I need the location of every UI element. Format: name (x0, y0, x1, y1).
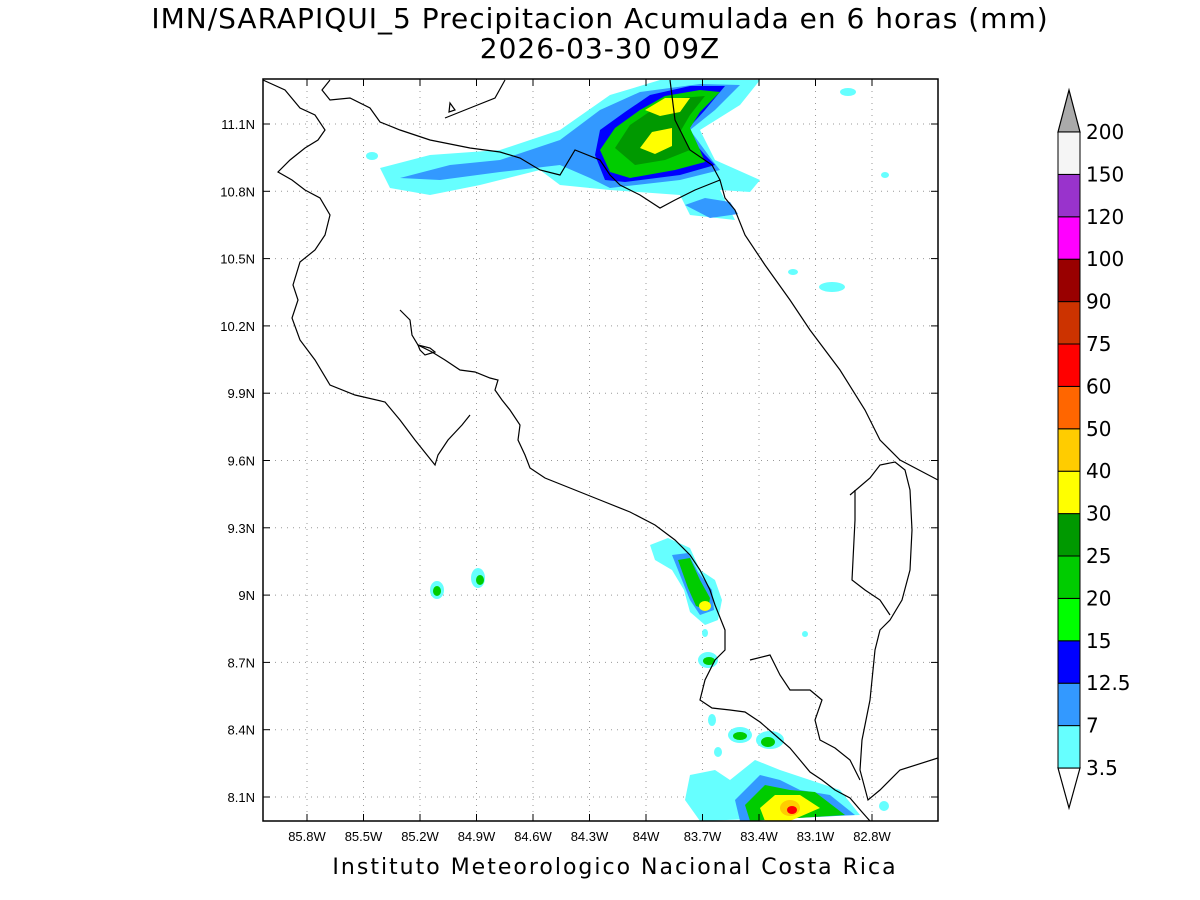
colorbar: 3.5 7 12.5 15 20 25 30 40 50 60 75 90 100 120 150 200 (1057, 87, 1131, 811)
y-tick-label: 8.4N (228, 723, 255, 738)
y-axis: 11.1N 10.8N 10.5N 10.2N 9.9N 9.6N 9.3N 9N 8.7N 8.… (220, 117, 938, 805)
y-tick-label: 9.6N (228, 454, 255, 469)
colorbar-arrow-high (1057, 87, 1081, 133)
colorbar-swatch (1057, 682, 1081, 727)
rain-patch-north-east (685, 198, 738, 218)
colorbar-label: 15 (1086, 629, 1111, 653)
map-title: IMN/SARAPIQUI_5 Precipitacion Acumulada … (151, 2, 1049, 35)
x-tick-label: 83.1W (797, 829, 835, 844)
border-nicaragua (444, 79, 506, 119)
colorbar-swatch (1057, 597, 1081, 642)
colorbar-label: 75 (1086, 332, 1111, 356)
colorbar-swatch (1057, 385, 1081, 430)
border-panama (849, 461, 938, 802)
map-frame (262, 78, 939, 822)
colorbar-label: 12.5 (1086, 671, 1131, 695)
coastlines (263, 79, 938, 821)
y-tick-label: 9.9N (228, 386, 255, 401)
colorbar-swatch (1057, 301, 1081, 345)
y-tick-label: 10.8N (220, 184, 255, 199)
rain-core-yellow-2 (640, 128, 672, 154)
colorbar-swatch (1057, 470, 1081, 515)
colorbar-label: 20 (1086, 586, 1111, 610)
colorbar-swatch (1057, 343, 1081, 387)
colorbar-label: 40 (1086, 459, 1111, 483)
colorbar-swatch (1057, 216, 1081, 260)
x-tick-label: 82.8W (853, 829, 891, 844)
y-tick-label: 8.7N (228, 655, 255, 670)
y-tick-label: 10.5N (220, 252, 255, 267)
x-tick-label: 85.5W (345, 829, 383, 844)
colorbar-label: 150 (1086, 162, 1124, 186)
border-south (851, 490, 891, 616)
y-tick-label: 10.2N (220, 319, 255, 334)
colorbar-label: 30 (1086, 502, 1111, 526)
colorbar-swatch (1057, 640, 1081, 684)
osa-peninsula (749, 654, 861, 781)
gulf-nicoya (399, 309, 871, 821)
colorbar-swatch (1057, 131, 1081, 175)
colorbar-label: 3.5 (1086, 756, 1118, 780)
y-tick-label: 8.1N (228, 790, 255, 805)
colorbar-label: 120 (1086, 205, 1124, 229)
rain-core-yellow-1 (645, 98, 690, 116)
colorbar-label: 100 (1086, 247, 1124, 271)
x-tick-label: 85.8W (288, 829, 326, 844)
colorbar-swatch (1057, 555, 1081, 599)
x-tick-label: 83.4W (740, 829, 778, 844)
colorbar-label: 60 (1086, 374, 1111, 398)
y-tick-label: 9N (238, 588, 255, 603)
colorbar-arrow-low (1057, 767, 1081, 811)
lake-island (448, 101, 456, 113)
colorbar-label: 25 (1086, 544, 1111, 568)
x-tick-label: 83.7W (684, 829, 722, 844)
x-tick-label: 84.3W (571, 829, 609, 844)
nicaragua-lake-coast (263, 79, 471, 467)
credit-footer: Instituto Meteorologico Nacional Costa R… (332, 855, 898, 880)
colorbar-label: 90 (1086, 290, 1111, 314)
colorbar-label: 50 (1086, 417, 1111, 441)
colorbar-swatch (1057, 725, 1081, 769)
y-tick-label: 11.1N (221, 117, 255, 132)
colorbar-swatch (1057, 428, 1081, 472)
x-tick-label: 84.6W (514, 829, 552, 844)
x-tick-label: 85.2W (401, 829, 439, 844)
border-north (669, 79, 721, 181)
colorbar-swatch (1057, 258, 1081, 303)
map-datetime: 2026-03-30 09Z (479, 32, 721, 65)
x-axis: 85.8W 85.5W 85.2W 84.9W 84.6W 84.3W 84W 83.7W 83… (288, 79, 892, 844)
x-tick-label: 84W (633, 829, 660, 844)
colorbar-swatch (1057, 173, 1081, 218)
north-coast (321, 79, 938, 481)
colorbar-label: 200 (1086, 120, 1124, 144)
nicoya-inlet (417, 344, 437, 356)
map-grid (263, 79, 938, 821)
precipitation-field (366, 80, 889, 821)
colorbar-label: 7 (1086, 714, 1099, 738)
x-tick-label: 84.9W (458, 829, 496, 844)
y-tick-label: 9.3N (228, 521, 255, 536)
colorbar-swatch (1057, 513, 1081, 557)
